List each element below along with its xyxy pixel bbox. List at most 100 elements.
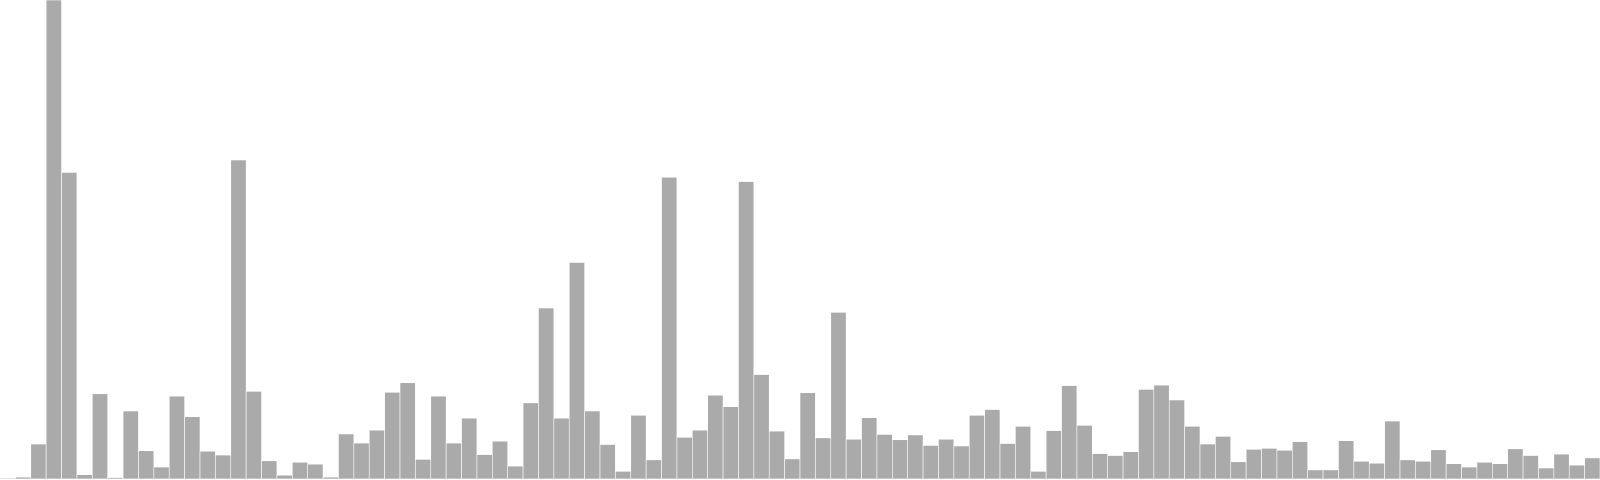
bar-3	[30, 443, 47, 480]
bar-98	[1492, 463, 1508, 480]
bar-23	[338, 433, 355, 480]
bar-68	[1030, 471, 1047, 480]
bar-82	[1245, 448, 1262, 480]
bar-47	[707, 394, 724, 480]
bar-91	[1384, 420, 1401, 480]
bar-87	[1322, 469, 1339, 480]
bar-31	[461, 417, 478, 480]
bar-95	[1445, 463, 1462, 480]
bar-92	[1399, 459, 1416, 480]
bar-32	[476, 454, 493, 480]
bar-11	[153, 466, 170, 480]
bar-61	[922, 445, 939, 480]
bar-40	[599, 444, 616, 480]
bar-59	[892, 439, 908, 480]
bar-90	[1368, 462, 1385, 480]
bar-1	[0, 477, 16, 480]
bar-96	[1461, 466, 1478, 480]
bar-65	[984, 409, 1001, 480]
bar-102	[1553, 453, 1570, 480]
bar-19	[276, 474, 293, 480]
bar-45	[676, 437, 693, 480]
bar-14	[199, 450, 216, 480]
bar-66	[999, 443, 1016, 480]
bar-80	[1215, 436, 1232, 480]
bar-78	[1184, 426, 1201, 480]
bar-43	[645, 459, 662, 480]
bar-28	[415, 459, 432, 480]
bar-27	[399, 382, 416, 480]
bar-24	[353, 442, 370, 480]
bar-84	[1276, 449, 1293, 480]
bar-103	[1568, 464, 1585, 480]
bar-35	[522, 402, 539, 480]
bar-10	[138, 450, 155, 480]
bar-93	[1415, 460, 1432, 480]
bar-64	[968, 414, 985, 480]
bar-29	[430, 395, 447, 480]
bar-58	[876, 434, 893, 480]
bar-75	[1138, 389, 1155, 480]
bar-62	[938, 438, 955, 480]
bar-57	[861, 417, 878, 480]
bar-48	[722, 406, 739, 480]
bar-85	[1292, 441, 1308, 480]
bar-42	[630, 414, 647, 480]
bar-97	[1476, 461, 1493, 480]
bar-12	[168, 395, 185, 480]
bar-74	[1122, 451, 1139, 480]
bar-46	[692, 429, 708, 480]
bar-55	[830, 312, 847, 480]
bar-51	[768, 430, 785, 480]
bar-83	[1261, 448, 1278, 480]
bar-36	[538, 307, 555, 480]
bar-99	[1507, 448, 1524, 480]
bar-50	[753, 374, 770, 480]
bar-81	[1230, 461, 1247, 480]
bar-63	[953, 445, 970, 480]
bar-79	[1199, 443, 1216, 480]
bar-37	[553, 417, 570, 480]
bar-94	[1430, 449, 1447, 480]
bar-33	[492, 440, 508, 480]
bar-89	[1353, 460, 1370, 480]
bar-5	[61, 172, 78, 480]
bar-22	[322, 476, 339, 480]
bar-21	[307, 463, 324, 480]
bar-25	[368, 429, 385, 480]
bar-6	[76, 474, 93, 480]
bar-77	[1168, 399, 1185, 480]
bar-67	[1015, 426, 1032, 480]
bar-76	[1153, 384, 1170, 480]
bar-9	[122, 410, 139, 480]
bar-53	[799, 392, 816, 480]
bar-20	[292, 461, 308, 480]
bar-2	[15, 476, 32, 480]
bar-4	[45, 0, 62, 480]
bar-73	[1107, 455, 1124, 480]
bar-54	[815, 437, 832, 480]
bar-15	[215, 454, 232, 480]
bar-30	[445, 442, 462, 480]
bar-7	[92, 393, 108, 480]
bar-60	[907, 434, 924, 480]
bar-86	[1307, 469, 1324, 480]
bar-41	[615, 471, 632, 480]
bar-8	[107, 477, 124, 480]
bar-70	[1061, 385, 1078, 480]
bar-72	[1092, 453, 1108, 480]
bar-69	[1045, 430, 1062, 480]
bar-38	[568, 262, 585, 480]
bar-26	[384, 391, 401, 480]
bar-13	[184, 416, 201, 480]
bar-71	[1076, 425, 1093, 480]
bar-100	[1522, 455, 1539, 480]
bar-88	[1338, 440, 1355, 480]
bar-44	[661, 176, 678, 480]
bar-18	[261, 460, 278, 480]
bar-49	[738, 181, 755, 480]
bar-16	[230, 159, 247, 480]
